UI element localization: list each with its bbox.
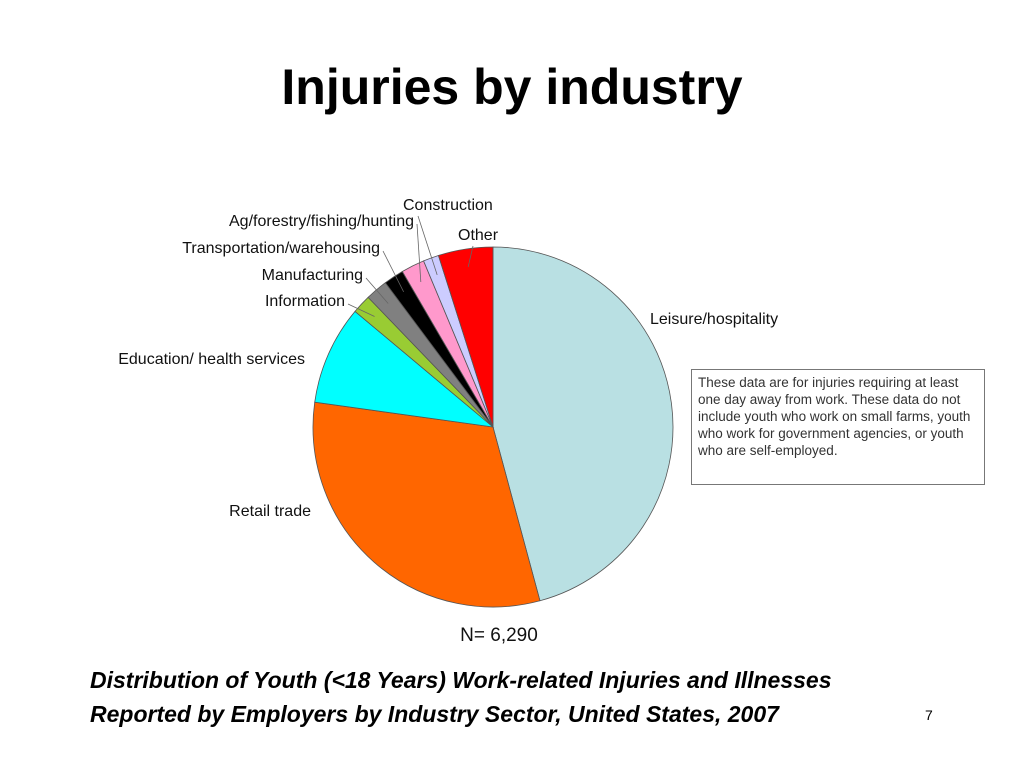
- slice-label: Ag/forestry/fishing/hunting: [229, 213, 414, 230]
- caption-line: Distribution of Youth (<18 Years) Work-r…: [90, 667, 832, 693]
- slide-title: Injuries by industry: [281, 59, 743, 115]
- slice-label: Education/ health services: [118, 351, 305, 368]
- slice-label: Information: [265, 293, 345, 310]
- leader-line: [365, 277, 389, 304]
- pie-slice: [312, 401, 541, 608]
- leader-line: [347, 303, 375, 317]
- page-number: 7: [925, 707, 933, 723]
- slice-label: Leisure/hospitality: [650, 311, 778, 328]
- note-box: These data are for injuries requiring at…: [691, 369, 985, 485]
- caption-line: Reported by Employers by Industry Sector…: [90, 701, 779, 727]
- slice-label: Other: [458, 227, 499, 244]
- slice-label: Manufacturing: [262, 267, 363, 284]
- leader-line: [382, 250, 404, 293]
- pie-slice: [314, 310, 495, 428]
- slice-label: Construction: [403, 197, 493, 214]
- slice-label: Transportation/warehousing: [182, 240, 380, 257]
- leader-line: [416, 223, 422, 282]
- annotation: N= 6,290: [460, 625, 538, 646]
- leader-line: [417, 215, 438, 276]
- leader-line: [467, 245, 474, 268]
- pie-slice: [492, 246, 674, 602]
- pie-slice: [437, 246, 494, 428]
- slice-label: Retail trade: [229, 503, 311, 520]
